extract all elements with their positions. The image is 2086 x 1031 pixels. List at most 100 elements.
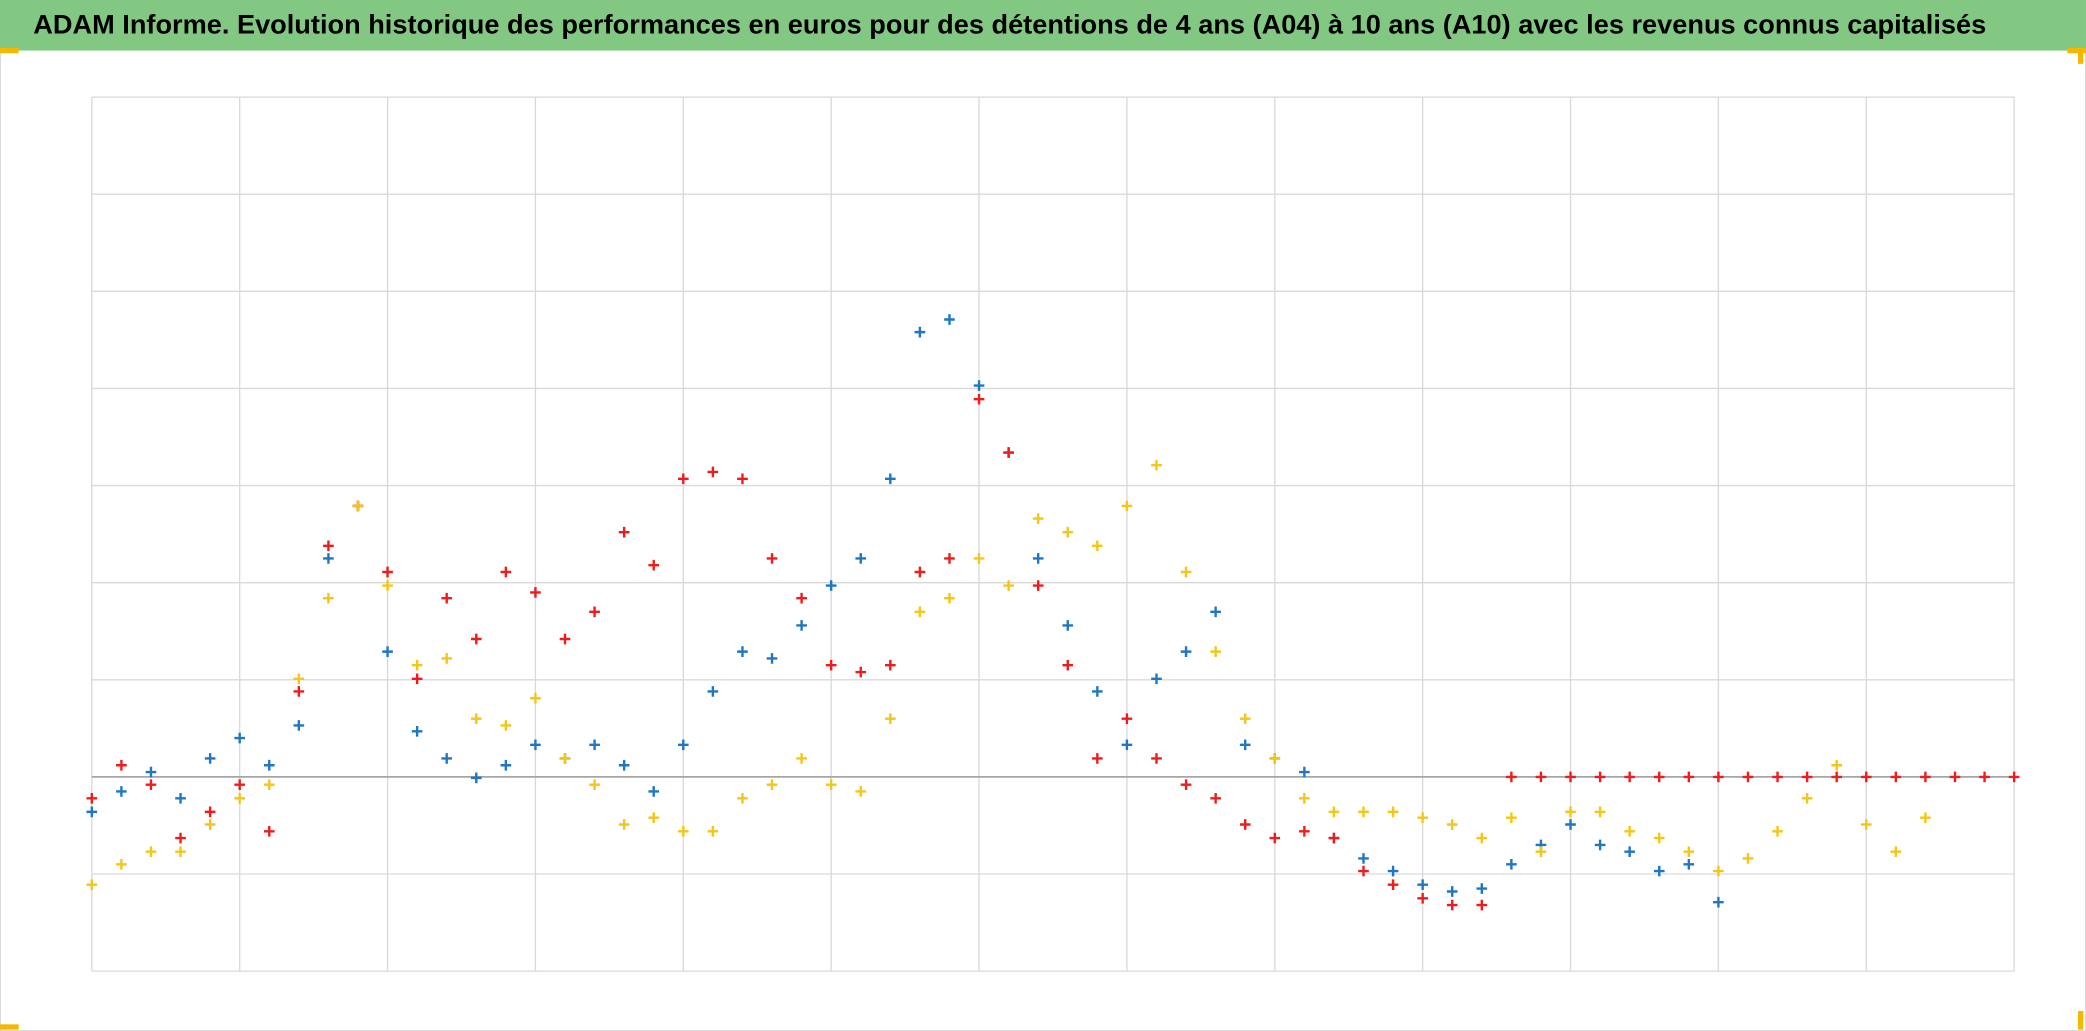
point bbox=[1387, 806, 1399, 818]
point bbox=[1062, 620, 1074, 631]
point bbox=[1476, 883, 1488, 894]
point bbox=[737, 646, 748, 657]
point bbox=[559, 633, 571, 645]
point bbox=[1565, 806, 1576, 818]
point bbox=[1210, 606, 1221, 618]
corner bbox=[0, 47, 19, 54]
point bbox=[944, 314, 955, 325]
point bbox=[530, 692, 541, 704]
point bbox=[855, 553, 867, 564]
point bbox=[1239, 819, 1251, 830]
point bbox=[796, 620, 807, 631]
point bbox=[1299, 766, 1310, 778]
point bbox=[1417, 892, 1428, 904]
point bbox=[145, 779, 157, 790]
point bbox=[1328, 806, 1340, 818]
point bbox=[1506, 771, 1517, 783]
title-bar bbox=[0, 0, 2086, 51]
point bbox=[1476, 899, 1488, 911]
point bbox=[175, 792, 186, 804]
point bbox=[145, 766, 157, 778]
corner bbox=[0, 1024, 19, 1030]
point bbox=[1032, 580, 1044, 591]
point bbox=[470, 772, 482, 784]
point bbox=[1003, 580, 1014, 591]
point bbox=[1506, 812, 1517, 824]
corner bbox=[2077, 1011, 2084, 1030]
point bbox=[470, 633, 482, 645]
point bbox=[1713, 896, 1724, 908]
point bbox=[500, 720, 512, 731]
point bbox=[1594, 839, 1606, 851]
point bbox=[1831, 771, 1843, 783]
point bbox=[1772, 825, 1783, 837]
point bbox=[825, 580, 837, 591]
point bbox=[1653, 865, 1665, 877]
point bbox=[234, 732, 246, 744]
point bbox=[116, 858, 127, 870]
point bbox=[116, 759, 127, 771]
point bbox=[293, 686, 305, 697]
point bbox=[973, 553, 985, 564]
chart-title: ADAM Informe. Evolution historique des p… bbox=[33, 10, 1986, 40]
point bbox=[1121, 500, 1133, 512]
point bbox=[1180, 779, 1192, 790]
point bbox=[1476, 832, 1488, 844]
point bbox=[1210, 646, 1221, 657]
point bbox=[175, 832, 186, 844]
point bbox=[1446, 886, 1458, 897]
point bbox=[382, 566, 393, 578]
point bbox=[530, 739, 541, 751]
point bbox=[263, 759, 275, 771]
point bbox=[382, 646, 393, 657]
point bbox=[1683, 846, 1695, 858]
point bbox=[1328, 832, 1340, 844]
point bbox=[1535, 771, 1547, 783]
point bbox=[1358, 853, 1369, 864]
point bbox=[1653, 771, 1665, 783]
point bbox=[1180, 646, 1192, 657]
point bbox=[825, 779, 837, 790]
point bbox=[1624, 846, 1635, 858]
point bbox=[234, 779, 246, 790]
point bbox=[677, 473, 689, 485]
point bbox=[1358, 806, 1369, 818]
point bbox=[766, 779, 778, 790]
point bbox=[1565, 819, 1576, 830]
corner bbox=[2077, 47, 2084, 64]
point bbox=[766, 653, 778, 664]
point bbox=[1299, 825, 1310, 837]
point bbox=[796, 753, 807, 764]
point bbox=[677, 739, 689, 751]
point bbox=[1446, 899, 1458, 911]
point bbox=[411, 725, 423, 737]
point bbox=[1890, 771, 1902, 783]
point bbox=[530, 587, 541, 598]
point bbox=[1151, 753, 1162, 764]
point bbox=[855, 666, 867, 678]
point bbox=[204, 819, 216, 830]
point bbox=[559, 753, 571, 764]
point bbox=[1210, 792, 1221, 804]
point bbox=[500, 759, 512, 771]
point bbox=[618, 819, 630, 830]
point bbox=[1920, 812, 1931, 824]
point bbox=[589, 739, 600, 751]
point bbox=[175, 846, 186, 858]
point bbox=[1683, 771, 1695, 783]
point bbox=[1358, 865, 1369, 877]
grid bbox=[91, 96, 2015, 972]
point bbox=[1860, 819, 1872, 830]
point bbox=[618, 526, 630, 538]
point bbox=[914, 326, 926, 338]
point bbox=[944, 592, 955, 604]
point bbox=[1239, 713, 1251, 724]
point bbox=[411, 673, 423, 685]
point bbox=[86, 792, 98, 804]
point bbox=[1062, 659, 1074, 671]
point bbox=[1269, 753, 1281, 764]
point bbox=[1624, 825, 1635, 837]
point bbox=[1772, 771, 1783, 783]
point bbox=[648, 786, 660, 797]
